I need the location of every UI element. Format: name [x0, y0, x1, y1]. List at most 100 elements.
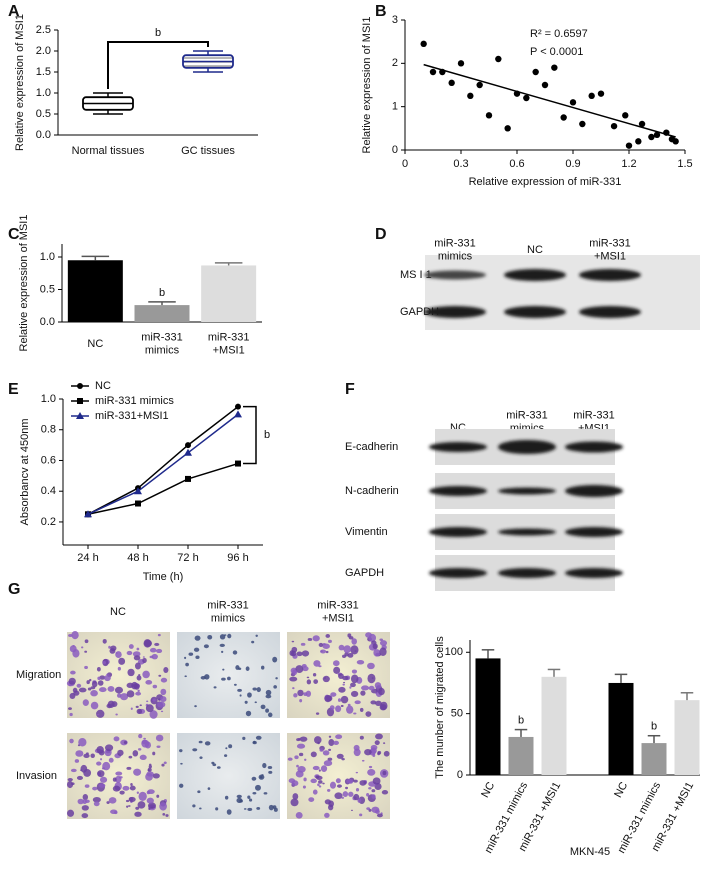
cell	[367, 768, 376, 776]
cell	[98, 783, 106, 788]
blot-band	[498, 440, 556, 454]
cell	[272, 656, 278, 663]
cell	[322, 643, 330, 649]
cell	[318, 642, 324, 648]
cell	[372, 643, 378, 650]
cell	[368, 765, 373, 769]
cell	[112, 785, 121, 792]
cell	[93, 801, 100, 807]
cell	[128, 796, 136, 802]
blot-row-label: E-cadherin	[345, 441, 398, 453]
cell	[361, 759, 365, 762]
x-axis-title: MKN-45	[570, 846, 610, 858]
cell	[139, 704, 142, 707]
cell	[224, 754, 228, 757]
cell	[126, 766, 132, 770]
blot-band	[565, 568, 623, 578]
annotation: R² = 0.6597	[530, 28, 588, 40]
point	[429, 68, 437, 76]
cell	[87, 687, 92, 691]
y-tick-label: 1.5	[36, 66, 51, 78]
cell	[109, 648, 116, 654]
cell	[372, 777, 381, 785]
cell	[366, 792, 370, 797]
cell	[144, 639, 152, 647]
panel-label: C	[8, 226, 20, 243]
cell	[343, 681, 346, 684]
blot-band	[504, 269, 566, 281]
cell	[243, 808, 247, 810]
cell	[327, 804, 334, 811]
cell	[115, 771, 123, 776]
cell	[78, 737, 87, 747]
cell	[157, 633, 161, 637]
point	[184, 448, 192, 456]
point	[560, 114, 567, 121]
cell	[106, 801, 110, 804]
cell	[84, 665, 88, 670]
cell	[252, 687, 257, 691]
cell	[267, 766, 273, 770]
cell	[350, 674, 359, 684]
cell	[350, 682, 356, 688]
cell	[68, 707, 72, 711]
cell	[298, 752, 304, 757]
cell	[342, 654, 347, 658]
blot-band	[498, 487, 556, 495]
cell	[96, 761, 102, 766]
cell	[222, 668, 225, 671]
cell	[96, 709, 105, 718]
panel-label: F	[345, 381, 355, 398]
blot-band	[565, 441, 623, 453]
blot-band	[498, 568, 556, 578]
micrograph-column-label: miR-331 mimics	[207, 599, 249, 624]
cell	[324, 695, 332, 703]
cell	[160, 696, 167, 703]
cell	[336, 784, 342, 788]
significance-label: b	[159, 287, 165, 299]
blot-row-label: GAPDH	[345, 567, 384, 579]
cell	[71, 631, 79, 640]
micrograph	[177, 632, 280, 718]
cell	[108, 797, 117, 804]
cell	[314, 736, 322, 744]
cell	[353, 712, 357, 715]
cell	[127, 805, 131, 807]
cell	[317, 783, 320, 787]
cell	[366, 807, 371, 811]
cell	[216, 766, 221, 769]
cell	[143, 737, 146, 740]
cell	[117, 666, 121, 671]
cell	[158, 674, 162, 677]
cell	[293, 693, 298, 698]
cell	[138, 791, 147, 802]
legend-marker	[76, 412, 84, 419]
point	[638, 120, 646, 128]
cell	[154, 642, 160, 647]
y-axis-title: Relative expression of MSI1	[18, 215, 30, 352]
cell	[318, 769, 321, 772]
cell	[367, 662, 375, 670]
cell	[148, 763, 152, 766]
cell	[353, 779, 358, 783]
significance-label: b	[155, 27, 161, 39]
cell	[379, 704, 387, 711]
y-tick-label: 2.0	[36, 45, 51, 57]
annotation: P < 0.0001	[530, 46, 583, 58]
cell	[156, 648, 163, 654]
cell	[142, 670, 150, 679]
cell	[163, 667, 169, 674]
cell	[355, 771, 359, 774]
cell	[82, 699, 89, 707]
cell	[193, 647, 200, 652]
blot-band	[565, 527, 623, 537]
cell	[273, 685, 277, 689]
cell	[110, 809, 118, 815]
y-tick-label: 0.6	[41, 454, 56, 466]
cell	[251, 640, 255, 644]
cell	[291, 650, 297, 657]
cell	[320, 765, 328, 773]
series-line	[87, 406, 239, 515]
cell	[149, 710, 158, 719]
cell	[159, 802, 167, 811]
